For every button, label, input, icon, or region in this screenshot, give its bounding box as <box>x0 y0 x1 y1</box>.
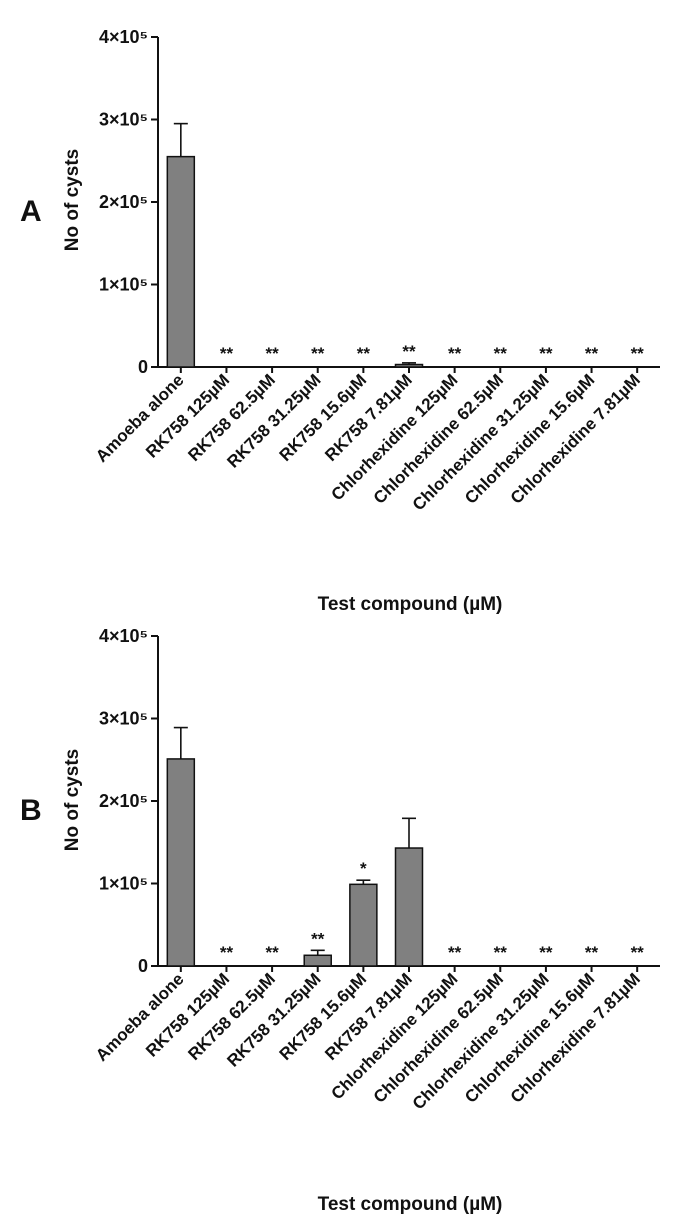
panel-a-y-axis-title: No of cysts <box>62 149 83 251</box>
panel-a-letter: A <box>20 195 42 228</box>
panel-a-bar <box>394 363 424 368</box>
panel-a-significance-label: ** <box>357 344 371 363</box>
panel-a-y-tick-label: 0 <box>138 357 148 377</box>
panel-a-significance-label: ** <box>494 344 508 363</box>
panel-b-significance-label: ** <box>448 943 462 962</box>
panel-b-significance-label: ** <box>265 943 279 962</box>
panel-a-significance-label: ** <box>585 344 599 363</box>
panel-b-bar <box>394 847 424 967</box>
panel-b-y-tick-label: 0 <box>138 956 148 976</box>
panel-b-significance-label: ** <box>631 943 645 962</box>
panel-a-significance-label: ** <box>539 344 553 363</box>
panel-b-x-axis-title: Test compound (µM) <box>318 1194 503 1215</box>
panel-b-significance-label: ** <box>220 943 234 962</box>
panel-a-x-axis-title: Test compound (µM) <box>318 594 503 615</box>
panel-a-significance-label: ** <box>220 344 234 363</box>
panel-b-letter: B <box>20 794 42 827</box>
panel-a-significance-label: ** <box>311 344 325 363</box>
panel-a-significance-label: ** <box>265 344 279 363</box>
panel-b-bar <box>166 758 196 967</box>
panel-a-y-tick-label: 1×10⁵ <box>99 275 148 295</box>
panel-a-significance-label: ** <box>448 344 462 363</box>
panel-b-significance-label: ** <box>494 943 508 962</box>
panel-b-bar <box>303 954 332 967</box>
panel-a-significance-label: ** <box>402 342 416 361</box>
panel-a: A No of cysts Test compound (µM) 0 1×10⁵ 2… <box>20 27 660 615</box>
panel-b-significance-label: ** <box>585 943 599 962</box>
panel-a-significance-label: ** <box>631 344 645 363</box>
panel-b-y-axis-title: No of cysts <box>62 749 83 851</box>
panel-b-significance-label: ** <box>311 929 325 948</box>
panel-a-y-tick-label: 4×10⁵ <box>99 27 148 47</box>
panel-a-bar <box>166 155 196 368</box>
panel-b: B No of cysts Test compound (µM) 0 1×10⁵ 2… <box>20 626 660 1215</box>
panel-b-y-tick-label: 3×10⁵ <box>99 709 148 729</box>
panel-b-y-tick-label: 4×10⁵ <box>99 626 148 646</box>
panel-a-y-tick-label: 3×10⁵ <box>99 110 148 130</box>
panel-b-bar <box>349 883 378 967</box>
panel-b-y-tick-label: 1×10⁵ <box>99 874 148 894</box>
panel-a-y-tick-label: 2×10⁵ <box>99 192 148 212</box>
panel-b-y-tick-label: 2×10⁵ <box>99 791 148 811</box>
panel-b-significance-label: * <box>360 859 367 878</box>
panel-b-significance-label: ** <box>539 943 553 962</box>
